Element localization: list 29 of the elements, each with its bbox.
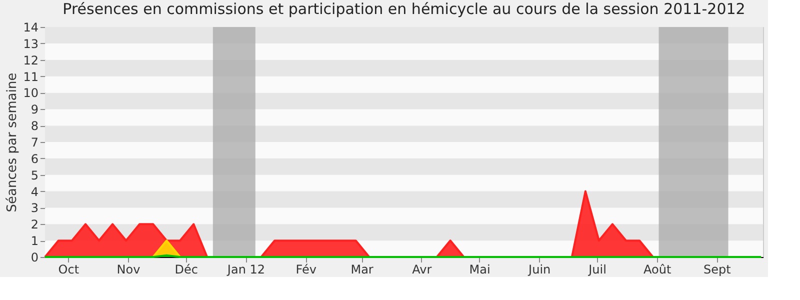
y-tick-label: 7 [30,136,38,150]
y-tick-label: 13 [23,36,38,51]
y-tick-label: 14 [23,20,38,34]
chart-title: Présences en commissions et participation en hémicycle au cours de la session 2011-2012 [62,0,746,18]
x-tick-label: Nov [116,262,140,276]
y-tick-label: 8 [30,119,38,134]
y-tick-label: 9 [30,102,38,117]
x-tick-label: Sept [704,262,732,276]
y-tick-label: 4 [30,184,38,199]
x-tick-label: Déc [174,262,198,276]
y-tick-label: 10 [23,86,38,100]
y-tick-label: 3 [30,201,38,216]
x-tick-label: Mai [469,262,490,276]
y-tick-label: 6 [30,152,38,166]
y-tick-label: 11 [23,70,38,84]
x-tick-label: Jan 12 [226,262,266,276]
y-tick-label: 5 [30,168,38,182]
x-tick-label: Juin [528,262,551,276]
x-tick-label: Avr [412,262,432,276]
x-tick-label: Mar [350,262,374,276]
x-tick-label: Oct [58,262,80,276]
y-tick-label: 1 [30,234,38,248]
y-tick-label: 2 [30,218,38,232]
x-tick-label: Août [644,262,672,276]
y-tick-label: 0 [30,250,38,264]
y-axis-title: Séances par semaine [5,72,20,212]
x-tick-label: Juil [588,262,606,276]
y-tick-label: 12 [23,53,38,68]
x-tick-label: Fév [296,262,316,276]
